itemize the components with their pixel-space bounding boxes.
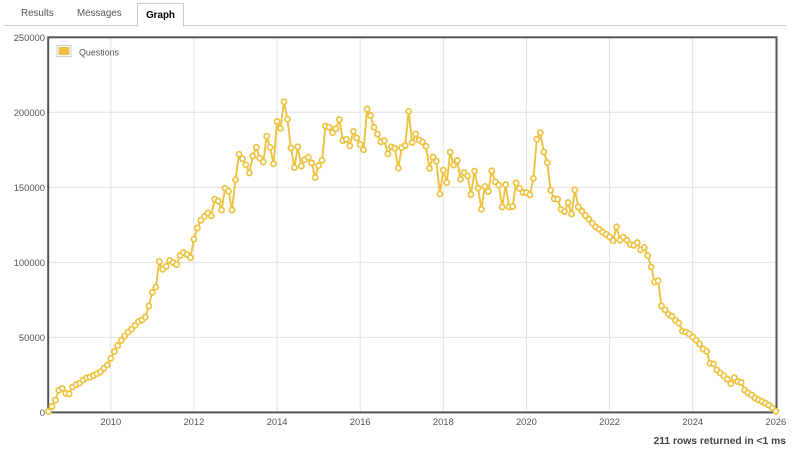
svg-text:Questions: Questions (79, 48, 120, 58)
svg-text:2020: 2020 (516, 416, 537, 427)
svg-text:2024: 2024 (682, 416, 703, 427)
svg-text:0: 0 (40, 407, 45, 418)
svg-text:150000: 150000 (14, 182, 45, 193)
svg-text:2014: 2014 (267, 416, 288, 427)
svg-text:2022: 2022 (599, 416, 620, 427)
svg-text:50000: 50000 (19, 332, 45, 343)
svg-text:200000: 200000 (14, 107, 45, 118)
svg-text:250000: 250000 (14, 32, 45, 43)
svg-text:2018: 2018 (433, 416, 454, 427)
svg-text:2010: 2010 (100, 416, 121, 427)
svg-text:2016: 2016 (350, 416, 371, 427)
svg-text:2012: 2012 (183, 416, 204, 427)
svg-text:2026: 2026 (765, 416, 786, 427)
svg-text:100000: 100000 (14, 257, 45, 268)
